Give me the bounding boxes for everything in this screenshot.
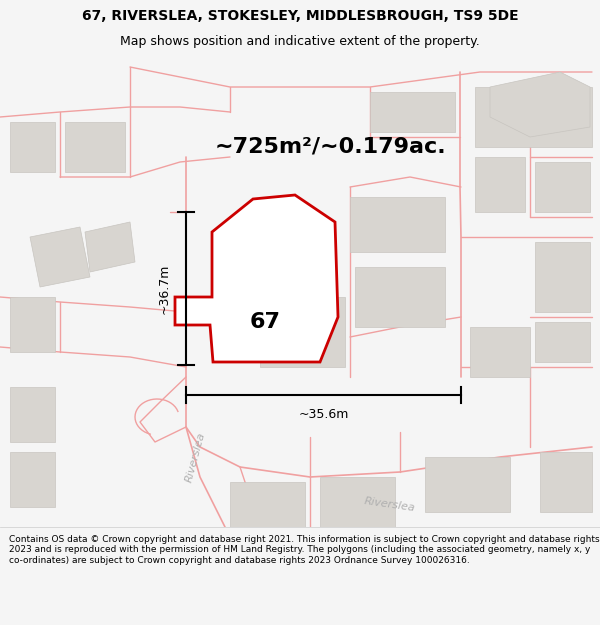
- Polygon shape: [175, 195, 338, 362]
- Polygon shape: [370, 92, 455, 132]
- Polygon shape: [470, 327, 530, 377]
- Polygon shape: [65, 122, 125, 172]
- Polygon shape: [475, 157, 525, 212]
- Polygon shape: [10, 122, 55, 172]
- Text: Map shows position and indicative extent of the property.: Map shows position and indicative extent…: [120, 34, 480, 48]
- Polygon shape: [320, 477, 395, 527]
- Polygon shape: [540, 452, 592, 512]
- Text: Riverslea: Riverslea: [364, 496, 416, 514]
- Text: 67, RIVERSLEA, STOKESLEY, MIDDLESBROUGH, TS9 5DE: 67, RIVERSLEA, STOKESLEY, MIDDLESBROUGH,…: [82, 9, 518, 23]
- Polygon shape: [85, 222, 135, 272]
- Polygon shape: [425, 457, 510, 512]
- Text: ~36.7m: ~36.7m: [157, 263, 170, 314]
- Text: 67: 67: [250, 312, 281, 332]
- Polygon shape: [10, 387, 55, 442]
- Polygon shape: [230, 482, 305, 527]
- Polygon shape: [490, 72, 590, 137]
- Polygon shape: [10, 452, 55, 507]
- Text: ~35.6m: ~35.6m: [298, 409, 349, 421]
- Text: ~725m²/~0.179ac.: ~725m²/~0.179ac.: [214, 137, 446, 157]
- Polygon shape: [30, 227, 90, 287]
- Text: Riverslea: Riverslea: [184, 431, 206, 483]
- Polygon shape: [260, 297, 345, 367]
- Polygon shape: [10, 297, 55, 352]
- Polygon shape: [215, 247, 260, 297]
- Polygon shape: [535, 322, 590, 362]
- Polygon shape: [355, 267, 445, 327]
- Polygon shape: [535, 162, 590, 212]
- Text: Contains OS data © Crown copyright and database right 2021. This information is : Contains OS data © Crown copyright and d…: [9, 535, 599, 564]
- Polygon shape: [350, 197, 445, 252]
- Polygon shape: [535, 242, 590, 312]
- Polygon shape: [475, 87, 592, 147]
